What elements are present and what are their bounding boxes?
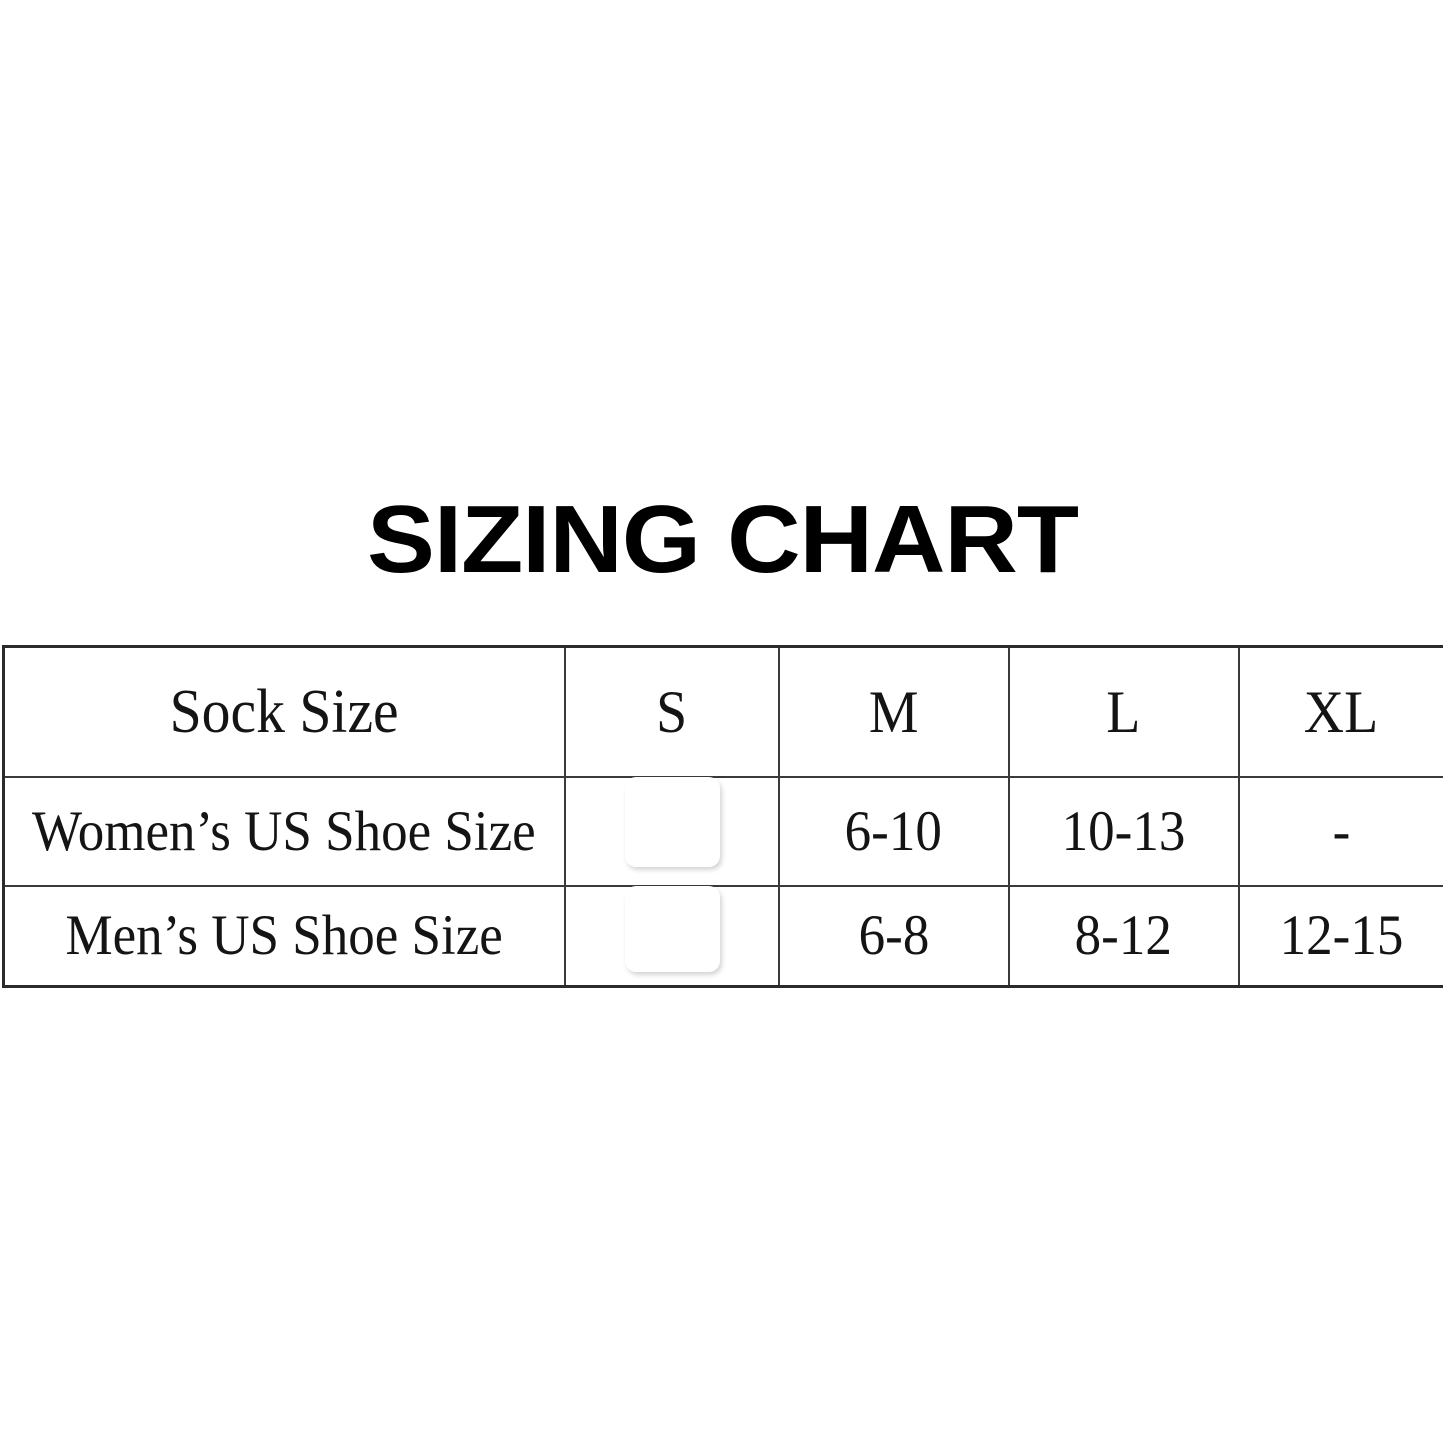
size-table-container: Sock Size S M L XL xyxy=(2,645,1443,988)
womens-size-m-value: 6-10 xyxy=(777,775,1010,887)
cover-sticker-womens-s xyxy=(625,777,720,867)
womens-size-xl-value: - xyxy=(1237,775,1443,887)
womens-size-m-text: 6-10 xyxy=(844,799,943,863)
row-label-mens: Men’s US Shoe Size xyxy=(3,884,566,987)
mens-size-xl-value: 12-15 xyxy=(1237,884,1443,987)
mens-size-m-text: 6-8 xyxy=(858,904,929,968)
header-size-xl-label: XL xyxy=(1304,678,1379,745)
row-label-womens: Women’s US Shoe Size xyxy=(3,775,566,887)
header-size-m-label: M xyxy=(868,678,919,745)
table-row-womens: Women’s US Shoe Size 6-10 10-13 - xyxy=(3,775,1443,887)
header-size-l-label: L xyxy=(1106,678,1141,745)
row-label-womens-text: Women’s US Shoe Size xyxy=(32,799,537,863)
header-size-s-label: S xyxy=(655,678,688,745)
header-size-m: M xyxy=(777,646,1010,778)
table-header-row: Sock Size S M L XL xyxy=(3,646,1443,778)
womens-size-l-text: 10-13 xyxy=(1061,799,1186,863)
mens-size-l-value: 8-12 xyxy=(1007,884,1240,987)
womens-size-l-value: 10-13 xyxy=(1007,775,1240,887)
mens-size-m-value: 6-8 xyxy=(777,884,1010,987)
row-label-mens-text: Men’s US Shoe Size xyxy=(65,904,503,968)
womens-size-xl-text: - xyxy=(1332,799,1351,863)
header-sock-size-label: Sock Size xyxy=(169,677,399,746)
size-table: Sock Size S M L XL xyxy=(2,645,1443,988)
mens-size-l-text: 8-12 xyxy=(1074,904,1173,968)
header-size-l: L xyxy=(1007,646,1240,778)
mens-size-xl-text: 12-15 xyxy=(1279,904,1404,968)
page-title: SIZING CHART xyxy=(367,486,1079,593)
header-size-xl: XL xyxy=(1237,646,1443,778)
header-size-s: S xyxy=(563,646,780,778)
header-sock-size: Sock Size xyxy=(3,646,566,778)
cover-sticker-mens-s xyxy=(625,886,720,972)
table-row-mens: Men’s US Shoe Size 6-8 8-12 12-15 xyxy=(3,884,1443,987)
